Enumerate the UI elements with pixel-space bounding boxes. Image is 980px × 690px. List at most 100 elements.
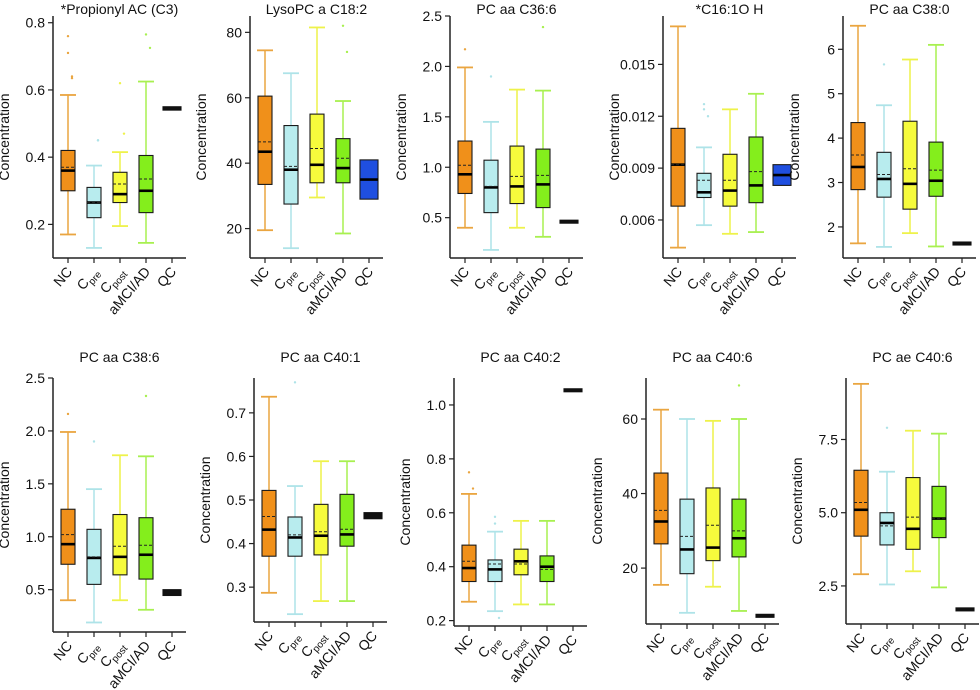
box-cpost xyxy=(313,460,329,602)
y-axis-label: Concentration xyxy=(589,457,605,544)
box-cpost xyxy=(513,519,529,606)
y-tick-label: 7.5 xyxy=(819,432,839,448)
box-iqr xyxy=(60,508,76,565)
box-amciad xyxy=(931,432,947,589)
box-nc xyxy=(653,408,669,586)
category-main: QC xyxy=(551,264,577,290)
outlier-point xyxy=(66,34,70,38)
box-iqr xyxy=(748,136,764,204)
panel-title: PC aa C40:1 xyxy=(280,349,360,365)
category-main: QC xyxy=(764,264,790,290)
box-cpre xyxy=(86,440,102,624)
x-category-label: QC xyxy=(351,264,377,290)
x-category-label: Cpre xyxy=(270,263,301,295)
panel-title: PC aa C36:6 xyxy=(476,1,556,17)
box-cpost xyxy=(112,454,128,602)
y-tick-label: 1.0 xyxy=(26,529,46,545)
y-tick-label: 20 xyxy=(622,560,638,576)
box-cpre xyxy=(679,418,695,614)
y-tick-label: 2.5 xyxy=(26,370,46,386)
box-iqr xyxy=(653,472,669,545)
outlier-point xyxy=(702,108,706,111)
outlier-point xyxy=(96,139,100,142)
box-iqr xyxy=(487,559,503,583)
panel-title: PC aa C40:6 xyxy=(672,349,752,365)
outlier-point xyxy=(882,63,886,66)
box-iqr xyxy=(731,498,747,558)
category-main: NC xyxy=(247,264,272,290)
box-qc xyxy=(559,219,579,224)
y-tick-label: 5 xyxy=(827,86,835,102)
box-qc xyxy=(359,159,379,200)
panel-8: PC aa C40:2 0.2 0.4 0.6 0.8 1.0 Concentration N… xyxy=(397,349,587,685)
x-category-label: Cpre xyxy=(73,637,104,669)
outlier-point xyxy=(467,471,471,474)
box-cpre xyxy=(283,72,299,250)
category-main: QC xyxy=(947,630,973,656)
panel-title: *C16:1O H xyxy=(696,1,764,17)
y-tick-label: 1.5 xyxy=(423,109,443,125)
box-iqr xyxy=(696,172,712,199)
box-iqr xyxy=(850,122,866,191)
box-iqr xyxy=(853,469,869,537)
box-cpost xyxy=(905,429,921,573)
box-iqr xyxy=(563,388,583,393)
box-amciad xyxy=(138,33,154,244)
outlier-point xyxy=(489,75,493,78)
x-category-label: NC xyxy=(660,264,685,290)
x-category-label: Cpre xyxy=(274,627,305,659)
box-amciad xyxy=(339,460,355,602)
x-category-label: Cpre xyxy=(866,629,897,661)
y-tick-label: 0.2 xyxy=(427,613,447,629)
y-tick-label: 80 xyxy=(226,24,242,40)
panel-1: *Propionyl AC (C3) 0.2 0.4 0.6 0.8 Concentrat… xyxy=(0,1,186,317)
y-axis-label: Concentration xyxy=(606,93,622,180)
x-category-label: NC xyxy=(50,264,75,290)
outlier-point xyxy=(493,515,497,519)
outlier-point xyxy=(144,394,148,398)
box-cpre xyxy=(696,102,712,227)
panel-5: PC aa C38:023456ConcentrationNCCpreCpost… xyxy=(786,1,976,317)
box-nc xyxy=(60,412,76,602)
box-amciad xyxy=(138,394,154,611)
category-main: QC xyxy=(351,264,377,290)
box-cpost xyxy=(705,419,721,588)
panel-6: PC aa C38:6 0.5 1.0 1.5 2.0 2.5 Concentration N… xyxy=(0,349,186,690)
x-category-label: QC xyxy=(555,632,581,658)
y-axis-label: Concentration xyxy=(0,93,12,180)
y-tick-label: 0.6 xyxy=(427,505,447,521)
category-main: NC xyxy=(451,632,476,658)
y-tick-label: 40 xyxy=(226,155,242,171)
y-tick-label: 0.3 xyxy=(227,579,247,595)
x-category-label: NC xyxy=(50,638,75,664)
box-nc xyxy=(850,24,866,245)
box-iqr xyxy=(902,120,918,210)
x-category-label: NC xyxy=(251,628,276,654)
outlier-point xyxy=(144,33,148,36)
outlier-point xyxy=(70,76,74,80)
box-qc xyxy=(162,106,182,111)
box-qc xyxy=(755,613,775,618)
box-qc xyxy=(955,607,975,612)
y-tick-label: 0.5 xyxy=(26,582,46,598)
y-tick-label: 60 xyxy=(226,90,242,106)
box-amciad xyxy=(539,519,555,606)
y-tick-label: 2 xyxy=(827,219,835,235)
category-main: QC xyxy=(944,264,970,290)
outlier-point xyxy=(122,132,126,135)
panel-title: *Propionyl AC (C3) xyxy=(61,1,179,17)
box-qc xyxy=(563,388,583,393)
panel-2: LysoPC a C18:2 20 40 60 80 Concentration NCCpr… xyxy=(193,1,383,317)
y-tick-label: 0.7 xyxy=(227,405,247,421)
box-iqr xyxy=(952,241,972,246)
outlier-point xyxy=(706,115,710,118)
box-cpost xyxy=(902,58,918,235)
category-main: NC xyxy=(50,638,75,664)
x-category-label: Cpre xyxy=(470,263,501,295)
y-tick-label: 0.5 xyxy=(423,210,443,226)
outlier-point xyxy=(702,102,706,106)
box-iqr xyxy=(905,477,921,550)
x-category-label: NC xyxy=(843,630,868,656)
category-main: QC xyxy=(355,628,381,654)
box-iqr xyxy=(257,95,273,185)
